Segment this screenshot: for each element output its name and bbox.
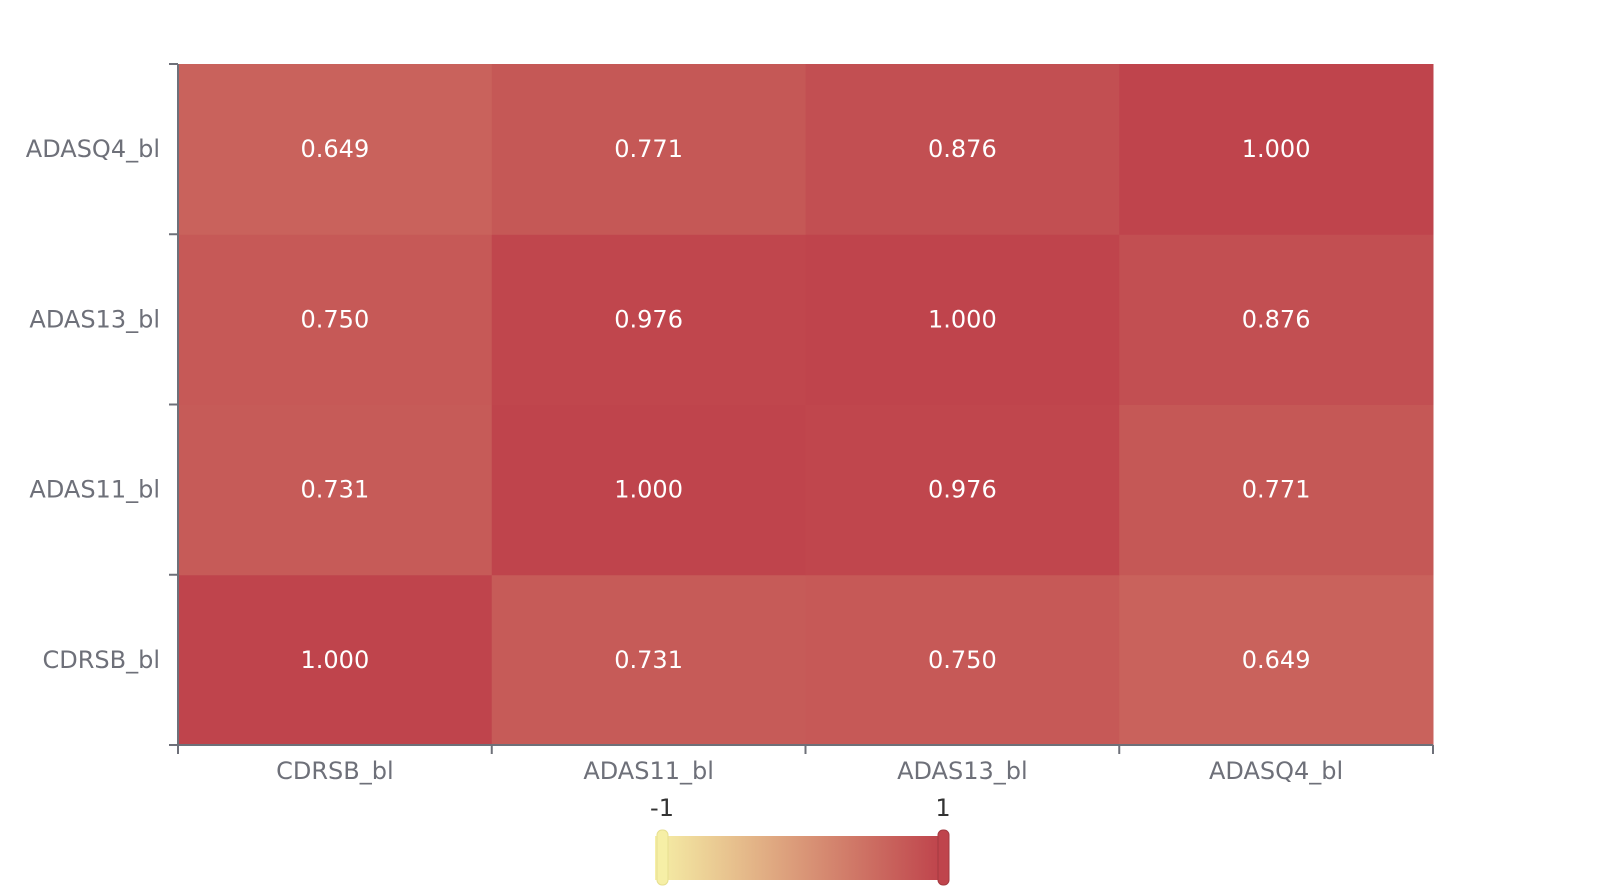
heatmap-axes: CDRSB_bl ADAS11_bl ADAS13_bl ADASQ4_bl CDRSB… <box>26 63 1434 785</box>
heatmap-cell-CDRSB_bl-ADAS13_bl[interactable] <box>805 574 1120 746</box>
y-axis-label: CDRSB_bl <box>42 646 160 674</box>
cell-value-label: 0.731 <box>614 646 683 674</box>
x-axis-label: CDRSB_bl <box>276 757 394 785</box>
x-axis-label: ADAS11_bl <box>583 757 714 785</box>
cell-value-label: 1.000 <box>928 305 997 333</box>
heatmap-cell-ADAS13_bl-ADAS13_bl[interactable] <box>805 234 1120 405</box>
y-axis-label: ADAS11_bl <box>29 476 160 504</box>
heatmap-cell-ADASQ4_bl-ADASQ4_bl[interactable] <box>1119 64 1434 235</box>
cell-value-label: 0.771 <box>614 135 683 163</box>
cell-value-label: 0.750 <box>928 646 997 674</box>
visual-map-min-label: -1 <box>650 794 674 822</box>
cell-value-label: 1.000 <box>1242 135 1311 163</box>
heatmap-cell-ADASQ4_bl-ADAS11_bl[interactable] <box>491 64 806 235</box>
cell-value-label: 0.649 <box>1242 646 1311 674</box>
cell-value-label: 0.771 <box>1242 476 1311 504</box>
cell-value-label: 0.876 <box>928 135 997 163</box>
heatmap-cell-CDRSB_bl-CDRSB_bl[interactable] <box>178 574 493 746</box>
cell-value-label: 0.750 <box>301 305 370 333</box>
cell-value-label: 0.876 <box>1242 305 1311 333</box>
cell-value-label: 0.731 <box>301 476 370 504</box>
heatmap-cell-ADAS13_bl-ADASQ4_bl[interactable] <box>1119 234 1434 405</box>
y-axis-label: ADASQ4_bl <box>26 135 160 163</box>
cell-value-label: 1.000 <box>614 476 683 504</box>
heatmap-cell-ADASQ4_bl-ADAS13_bl[interactable] <box>805 64 1120 235</box>
x-axis-label: ADAS13_bl <box>897 757 1028 785</box>
heatmap-cell-ADAS11_bl-CDRSB_bl[interactable] <box>178 404 493 576</box>
heatmap-cell-CDRSB_bl-ADAS11_bl[interactable] <box>491 574 806 746</box>
heatmap-cell-ADAS11_bl-ADASQ4_bl[interactable] <box>1119 404 1434 576</box>
heatmap-cells <box>178 64 1434 746</box>
cell-value-label: 0.976 <box>614 305 683 333</box>
heatmap-cell-ADAS11_bl-ADAS11_bl[interactable] <box>491 404 806 576</box>
cell-value-label: 1.000 <box>301 646 370 674</box>
heatmap-cell-ADAS13_bl-ADAS11_bl[interactable] <box>491 234 806 405</box>
x-axis-label: ADASQ4_bl <box>1209 757 1343 785</box>
visual-map-min-handle[interactable] <box>656 829 669 886</box>
cell-value-label: 0.976 <box>928 476 997 504</box>
heatmap-cell-CDRSB_bl-ADASQ4_bl[interactable] <box>1119 574 1434 746</box>
cell-value-label: 0.649 <box>301 135 370 163</box>
visual-map[interactable]: -1 1 <box>650 794 951 886</box>
y-axis-label: ADAS13_bl <box>29 305 160 333</box>
visual-map-track <box>655 836 940 880</box>
heatmap-cell-ADAS11_bl-ADAS13_bl[interactable] <box>805 404 1120 576</box>
visual-map-max-handle[interactable] <box>937 829 950 886</box>
heatmap-cell-ADASQ4_bl-CDRSB_bl[interactable] <box>178 64 493 235</box>
heatmap-cell-ADAS13_bl-CDRSB_bl[interactable] <box>178 234 493 405</box>
heatmap-value-labels: 1.000 0.731 0.750 0.649 0.731 1.000 0.976 0.771… <box>301 135 1311 674</box>
visual-map-max-label: 1 <box>935 794 950 822</box>
